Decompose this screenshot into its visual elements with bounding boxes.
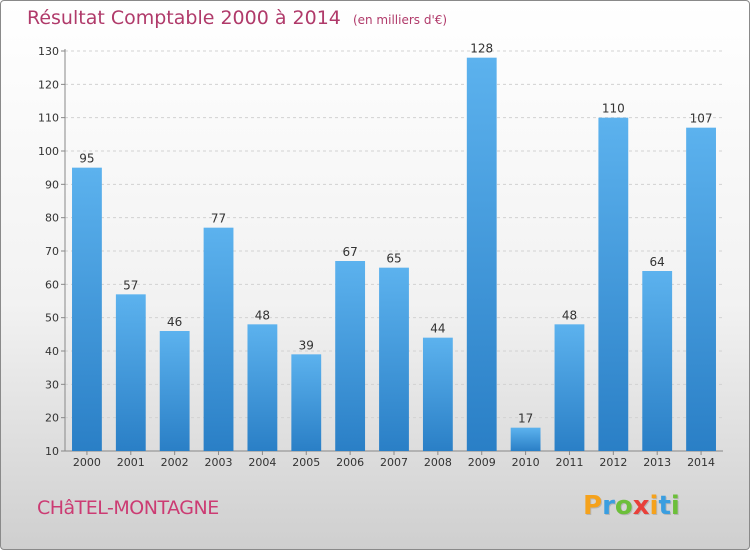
y-tick-label: 110 [38, 112, 59, 125]
data-label-2002: 46 [167, 315, 182, 329]
bar-2005 [291, 354, 322, 451]
x-tick-label: 2009 [468, 456, 496, 469]
y-tick-label: 80 [45, 212, 59, 225]
y-tick-label: 70 [45, 245, 59, 258]
bar-2010 [510, 427, 541, 451]
data-label-2009: 128 [470, 42, 493, 56]
data-label-2007: 65 [386, 252, 401, 266]
x-tick-label: 2000 [73, 456, 101, 469]
bar-2011 [554, 324, 585, 451]
data-label-2010: 17 [518, 412, 533, 426]
x-tick-label: 2004 [248, 456, 276, 469]
logo-letter: r [602, 491, 615, 521]
x-tick-label: 2005 [292, 456, 320, 469]
bar-2012 [598, 117, 629, 452]
data-label-2004: 48 [255, 308, 270, 322]
bar-2002 [159, 331, 190, 451]
chart-subtitle: (en milliers d'€) [352, 13, 448, 27]
x-tick-label: 2002 [161, 456, 189, 469]
x-tick-label: 2012 [599, 456, 627, 469]
y-tick-label: 10 [45, 445, 59, 458]
x-tick-label: 2008 [424, 456, 452, 469]
y-tick-label: 100 [38, 145, 59, 158]
y-tick-label: 40 [45, 345, 59, 358]
bar-2004 [247, 324, 278, 451]
y-tick-label: 90 [45, 178, 59, 191]
data-label-2011: 48 [562, 308, 577, 322]
data-label-2005: 39 [299, 338, 314, 352]
data-label-2006: 67 [342, 245, 357, 259]
data-label-2014: 107 [690, 112, 713, 126]
data-label-2001: 57 [123, 278, 138, 292]
data-label-2000: 95 [79, 152, 94, 166]
logo-letter: i [649, 491, 659, 521]
commune-name: CHâTEL-MONTAGNE [37, 497, 219, 519]
x-tick-label: 2006 [336, 456, 364, 469]
logo-letter: i [670, 491, 680, 521]
y-tick-label: 30 [45, 378, 59, 391]
bar-2000 [72, 167, 102, 451]
logo-letter: P [583, 491, 603, 521]
x-tick-label: 2001 [117, 456, 145, 469]
x-tick-label: 2003 [205, 456, 233, 469]
bar-2009 [466, 57, 497, 452]
bar-2008 [422, 337, 453, 451]
logo-letter: o [614, 491, 633, 521]
logo-letter: t [658, 491, 671, 521]
chart-title-text: Résultat Comptable 2000 à 2014 [27, 7, 341, 29]
y-tick-label: 60 [45, 278, 59, 291]
data-label-2008: 44 [430, 322, 445, 336]
x-tick-label: 2011 [555, 456, 583, 469]
y-tick-label: 50 [45, 312, 59, 325]
data-label-2012: 110 [602, 102, 625, 116]
x-tick-label: 2013 [643, 456, 671, 469]
bar-2007 [379, 267, 409, 451]
x-tick-label: 2014 [687, 456, 715, 469]
y-tick-label: 20 [45, 412, 59, 425]
data-label-2013: 64 [650, 255, 665, 269]
bar-2001 [115, 294, 146, 451]
x-tick-label: 2010 [512, 456, 540, 469]
proxiti-logo: Proxiti [583, 491, 680, 521]
y-tick-label: 130 [38, 45, 59, 58]
logo-letter: x [632, 491, 650, 521]
y-tick-label: 120 [38, 78, 59, 91]
bar-2003 [203, 227, 234, 451]
bar-2014 [686, 127, 716, 452]
x-tick-label: 2007 [380, 456, 408, 469]
bar-2006 [335, 261, 366, 451]
data-label-2003: 77 [211, 212, 226, 226]
chart-title: Résultat Comptable 2000 à 2014 (en milli… [27, 7, 447, 29]
bar-2013 [642, 271, 673, 451]
